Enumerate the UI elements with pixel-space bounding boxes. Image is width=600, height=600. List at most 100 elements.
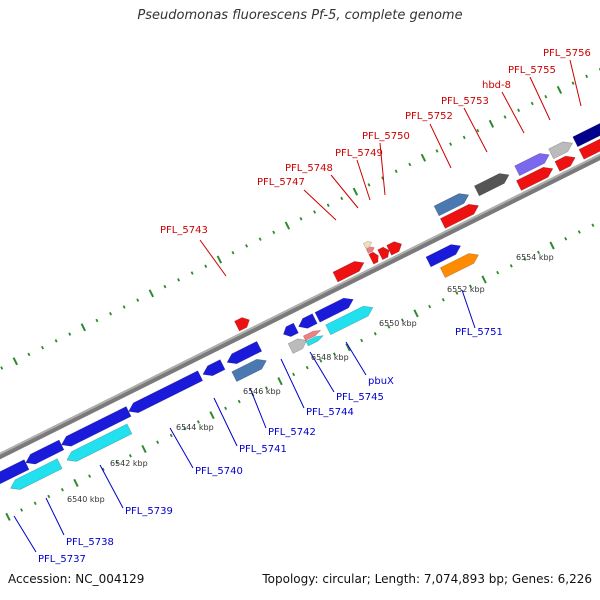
gene-label-pfl-5744[interactable]: PFL_5744	[306, 407, 354, 418]
tick-mark	[128, 454, 132, 458]
gene-arrow[interactable]	[439, 203, 480, 229]
tick-mark	[101, 467, 105, 472]
tick-mark	[245, 244, 249, 248]
gene-arrow[interactable]	[0, 459, 30, 493]
gene-arrow[interactable]	[439, 253, 479, 279]
tick-mark	[428, 304, 432, 309]
gene-label-pfl-5755[interactable]: PFL_5755	[508, 65, 556, 76]
gene-arrow[interactable]	[305, 335, 325, 347]
gene-arrow[interactable]	[314, 297, 354, 323]
leader-line	[330, 174, 359, 209]
gene-arrow[interactable]	[325, 305, 374, 336]
gene-arrow[interactable]	[298, 313, 318, 329]
gene-label-pfl-5748[interactable]: PFL_5748	[285, 163, 333, 174]
gene-label-pfl-5745[interactable]: PFL_5745	[336, 392, 384, 403]
leader-line	[249, 387, 267, 429]
gene-arrow[interactable]	[572, 118, 600, 148]
gene-arrow[interactable]	[61, 406, 132, 447]
tick-mark	[177, 278, 181, 282]
tick-mark	[556, 85, 563, 94]
gene-arrow[interactable]	[365, 246, 375, 254]
tick-mark	[455, 291, 459, 295]
tick-mark	[264, 386, 268, 390]
tick-mark	[449, 142, 453, 146]
gene-arrow[interactable]	[386, 241, 402, 256]
tick-mark	[332, 352, 336, 356]
gene-label-pfl-5743[interactable]: PFL_5743	[160, 225, 208, 236]
gene-label-pfl-5739[interactable]: PFL_5739	[125, 506, 173, 517]
tick-mark	[517, 108, 521, 113]
map-title: Pseudomonas fluorescens Pf-5, complete g…	[137, 8, 463, 23]
gene-label-pbux[interactable]: pbuX	[368, 376, 394, 387]
tick-mark	[216, 255, 223, 264]
gene-arrow[interactable]	[368, 251, 379, 265]
leader-line	[169, 427, 194, 469]
gene-label-pfl-5747[interactable]: PFL_5747	[257, 177, 305, 188]
gene-label-pfl-5752[interactable]: PFL_5752	[405, 111, 453, 122]
tick-mark	[54, 339, 58, 343]
gene-label-hbd-8[interactable]: hbd-8	[482, 80, 511, 91]
gene-label-pfl-5751[interactable]: PFL_5751	[455, 327, 503, 338]
leader-line	[99, 464, 124, 509]
tick-label-6544: 6544 kbp	[176, 423, 214, 432]
tick-mark	[60, 487, 64, 492]
tick-marks	[0, 68, 600, 521]
tick-mark	[373, 331, 377, 336]
gene-label-pfl-5741[interactable]: PFL_5741	[239, 444, 287, 455]
gene-arrow[interactable]	[231, 358, 267, 382]
gene-arrow[interactable]	[548, 141, 574, 160]
tick-mark	[95, 318, 99, 323]
gene-label-pfl-5750[interactable]: PFL_5750	[362, 131, 410, 142]
gene-arrow[interactable]	[128, 370, 204, 414]
gene-arrow[interactable]	[473, 173, 510, 197]
gene-arrow[interactable]	[226, 340, 263, 365]
tick-mark	[258, 237, 262, 241]
gene-arrow[interactable]	[9, 458, 63, 490]
tick-label-6552: 6552 kbp	[447, 285, 485, 294]
gene-label-pfl-5753[interactable]: PFL_5753	[441, 96, 489, 107]
gene-label-pfl-5742[interactable]: PFL_5742	[268, 427, 316, 438]
tick-labels: 6540 kbp 6542 kbp 6544 kbp 6546 kbp 6548…	[67, 253, 554, 504]
tick-mark	[68, 332, 72, 336]
tick-mark	[488, 119, 495, 128]
leader-line	[309, 351, 335, 393]
gene-label-pfl-5740[interactable]: PFL_5740	[195, 466, 243, 477]
tick-mark	[481, 275, 487, 284]
gene-arrow[interactable]	[287, 338, 308, 354]
gene-arrow[interactable]	[425, 244, 462, 268]
leader-line	[463, 107, 488, 153]
genome-backbone	[0, 114, 600, 477]
tick-mark	[109, 311, 113, 316]
gene-arrow[interactable]	[554, 155, 576, 172]
tick-mark	[462, 135, 466, 140]
gene-arrow[interactable]	[202, 359, 226, 377]
tick-mark	[299, 217, 303, 221]
gene-arrow[interactable]	[515, 166, 554, 191]
gene-arrow[interactable]	[302, 329, 322, 341]
gene-arrow[interactable]	[433, 193, 470, 217]
tick-label-6550: 6550 kbp	[379, 319, 417, 328]
gene-arrow[interactable]	[514, 153, 550, 177]
tick-mark	[591, 223, 595, 227]
gene-label-pfl-5737[interactable]: PFL_5737	[38, 554, 86, 565]
tick-mark	[204, 264, 208, 269]
gene-arrow[interactable]	[66, 423, 133, 462]
tick-mark	[12, 357, 18, 366]
tick-mark	[272, 230, 276, 235]
gene-label-pfl-5738[interactable]: PFL_5738	[66, 537, 114, 548]
tick-mark	[33, 501, 37, 506]
tick-mark	[549, 241, 555, 250]
gene-label-pfl-5756[interactable]: PFL_5756	[543, 48, 591, 59]
bottom-gene-labels: PFL_5737 PFL_5738 PFL_5739 PFL_5740 PFL_…	[38, 327, 503, 565]
leader-line	[356, 159, 371, 201]
gene-arrow[interactable]	[377, 246, 390, 261]
gene-arrow[interactable]	[332, 261, 365, 283]
gene-arrow[interactable]	[25, 439, 65, 465]
gene-arrow[interactable]	[234, 317, 250, 332]
gene-arrow[interactable]	[578, 135, 600, 160]
gene-label-pfl-5749[interactable]: PFL_5749	[335, 148, 383, 159]
gene-arrow[interactable]	[283, 322, 299, 337]
tick-mark	[352, 187, 359, 196]
leader-line	[429, 123, 452, 169]
gene-arrow[interactable]	[362, 241, 373, 249]
